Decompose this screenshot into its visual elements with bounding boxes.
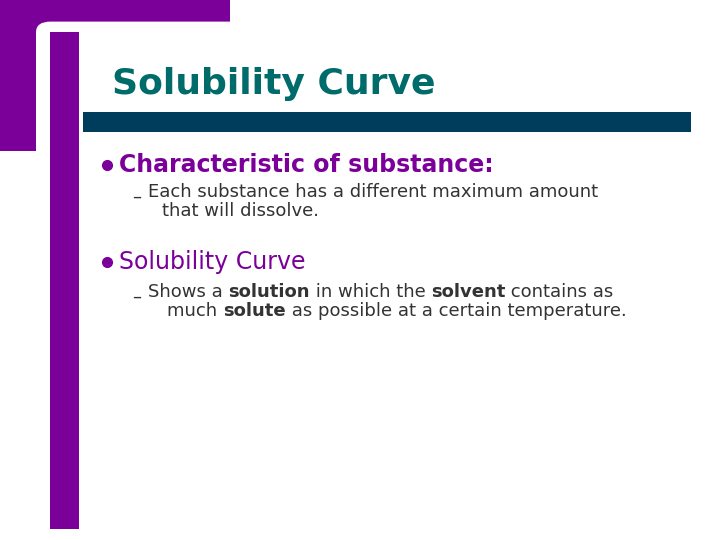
Text: –: – <box>132 288 141 306</box>
Text: Solubility Curve: Solubility Curve <box>119 250 305 274</box>
Text: Each substance has a different maximum amount: Each substance has a different maximum a… <box>148 183 598 201</box>
Text: Shows a: Shows a <box>148 282 228 301</box>
Text: solution: solution <box>228 282 310 301</box>
Text: in which the: in which the <box>310 282 431 301</box>
Text: Solubility Curve: Solubility Curve <box>112 67 435 100</box>
Text: as possible at a certain temperature.: as possible at a certain temperature. <box>286 301 626 320</box>
Text: contains as: contains as <box>505 282 613 301</box>
FancyBboxPatch shape <box>36 22 720 540</box>
Text: solute: solute <box>223 301 286 320</box>
Bar <box>0 0 230 151</box>
Bar <box>83 112 691 132</box>
Text: solvent: solvent <box>431 282 505 301</box>
Text: that will dissolve.: that will dissolve. <box>162 201 319 220</box>
Text: Characteristic of substance:: Characteristic of substance: <box>119 153 493 177</box>
Text: much: much <box>167 301 223 320</box>
Text: –: – <box>132 188 141 206</box>
Bar <box>50 32 79 529</box>
